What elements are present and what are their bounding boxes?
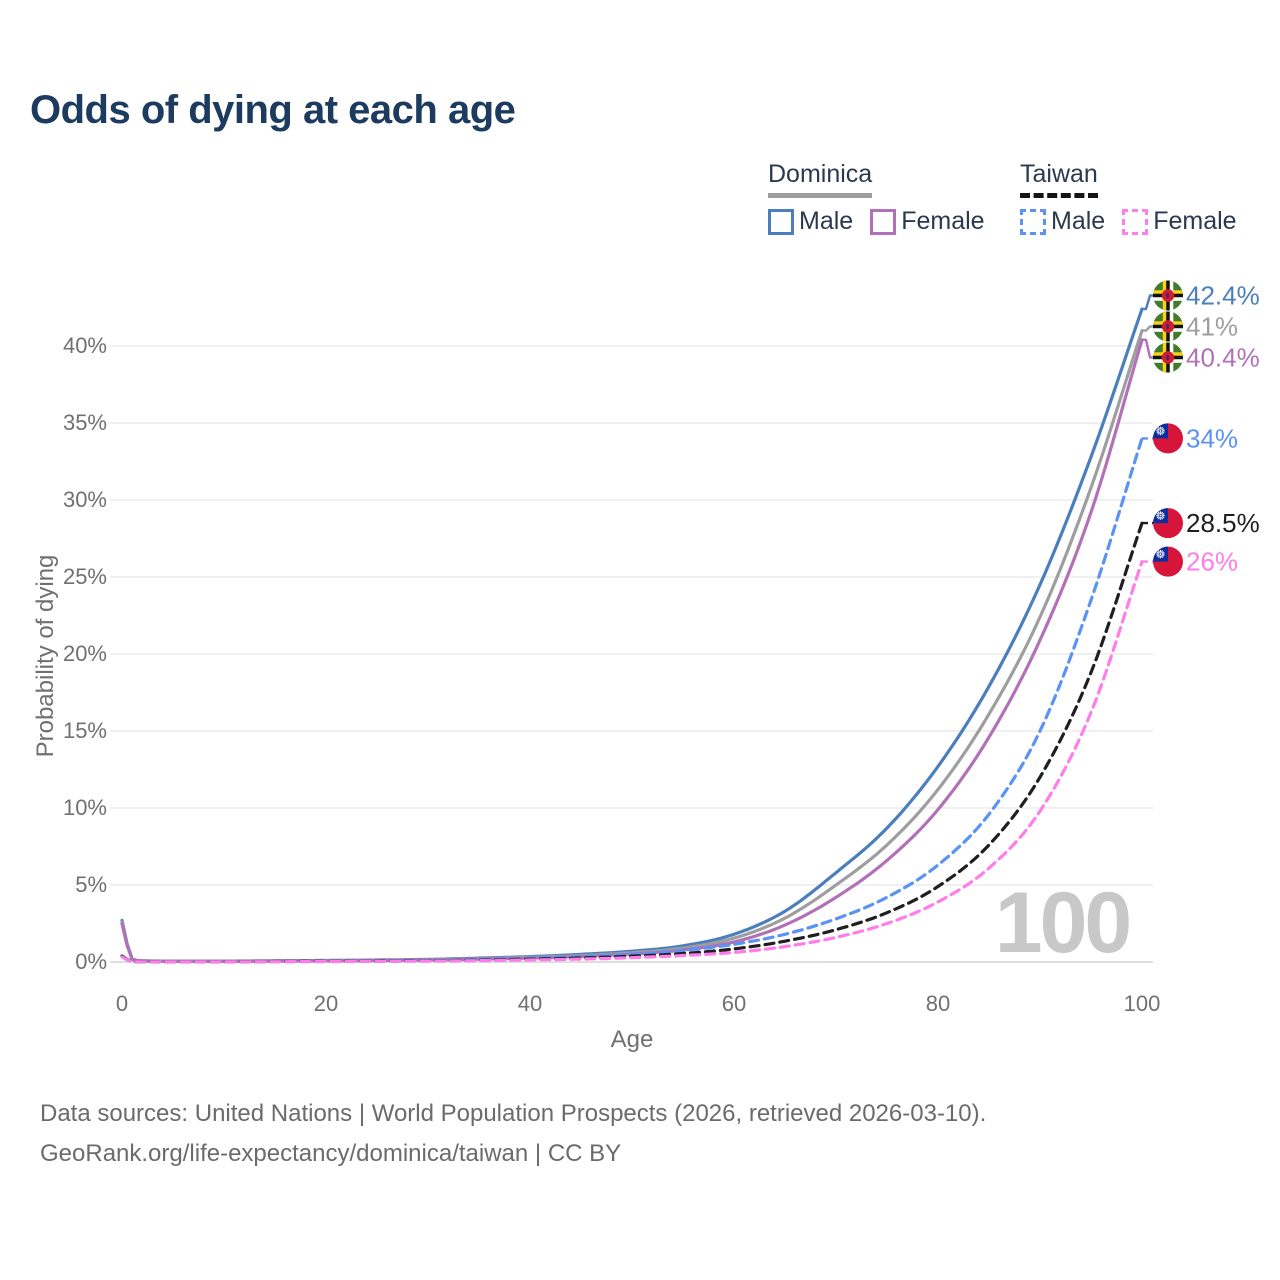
legend-swatch-dominica-male[interactable] [768,208,794,235]
x-tick: 0 [115,991,129,1016]
x-tick: 80 [925,991,951,1016]
y-tick: 0% [75,949,107,974]
attribution-link: GeoRank.org/life-expectancy/dominica/tai… [40,1140,622,1167]
label-connector [1142,325,1153,332]
label-connector [1142,294,1153,311]
legend-country-dominica[interactable]: Dominica [768,160,873,198]
y-tick: 15% [62,718,107,743]
end-label-taiwan-both-sexes: 28.5% [1186,508,1260,538]
series-line-taiwan-female [120,560,1144,964]
legend-group-taiwan: Taiwan Male Female [1020,160,1254,236]
legend-label-dominica-male[interactable]: Male [799,207,854,235]
end-value-labels: 42.4%41%40.4% 34% 28.5% 26% [1186,280,1260,576]
page-title: Odds of dying at each age [30,88,516,132]
gridlines [110,345,1153,963]
y-tick: 5% [75,872,107,897]
x-tick: 60 [721,991,747,1016]
flag-icons [1153,280,1183,577]
label-connector [1142,338,1153,359]
taiwan-flag-icon [1153,546,1183,577]
series-line-dominica-male [120,307,1144,963]
end-label-dominica-both-sexes: 41% [1186,311,1238,341]
watermark-age-100: 100 [995,875,1130,971]
series-line-taiwan-both-sexes [120,521,1144,964]
dominica-flag-icon [1153,280,1183,311]
y-tick: 20% [62,641,107,666]
x-axis-title: Age [610,1026,654,1053]
legend-label-dominica-female[interactable]: Female [901,207,985,235]
end-label-dominica-female: 40.4% [1186,342,1260,372]
legend-label-taiwan-female[interactable]: Female [1153,207,1237,235]
series-line-taiwan-male [120,436,1144,964]
label-connectors [1142,294,1153,563]
legend-swatch-taiwan-female[interactable] [1122,208,1149,235]
end-label-taiwan-male: 34% [1186,423,1238,453]
x-tick: 40 [517,991,543,1016]
data-sources-note: Data sources: United Nations | World Pop… [40,1100,987,1127]
legend-row-dominica: Male Female [768,207,1002,236]
x-tick: 20 [313,991,339,1016]
series-lines [120,307,1144,964]
dominica-flag-icon [1153,342,1183,373]
taiwan-flag-icon [1153,508,1183,539]
end-label-dominica-male: 42.4% [1186,280,1260,310]
y-tick: 25% [62,564,107,589]
y-tick: 35% [62,410,107,435]
y-tick: 30% [62,487,107,512]
legend-label-taiwan-male[interactable]: Male [1051,207,1106,235]
legend-country-taiwan[interactable]: Taiwan [1020,160,1098,198]
legend-swatch-taiwan-male[interactable] [1020,208,1046,235]
x-tick: 100 [1123,991,1161,1016]
y-tick: 10% [62,795,107,820]
y-tick: 40% [62,333,107,358]
legend-group-dominica: Dominica Male Female [768,160,1002,236]
dominica-flag-icon [1153,311,1183,342]
taiwan-flag-icon [1153,423,1183,454]
legend-swatch-dominica-female[interactable] [870,208,897,235]
legend-row-taiwan: Male Female [1020,207,1254,236]
end-label-taiwan-female: 26% [1186,547,1238,577]
